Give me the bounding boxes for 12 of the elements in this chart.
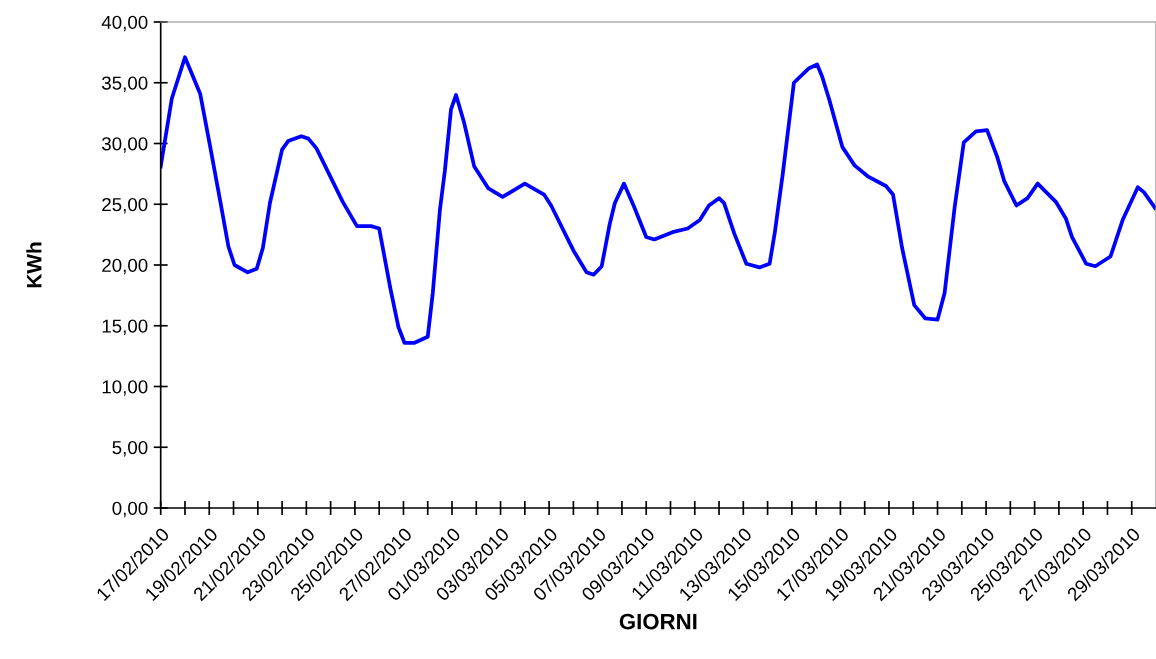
y-tick-label: 5,00 [112, 440, 148, 457]
line-series [160, 55, 1156, 345]
y-tick-label: 20,00 [102, 258, 148, 275]
y-tick-label: 0,00 [112, 501, 148, 518]
y-tick-label: 25,00 [102, 197, 148, 214]
y-tick-label: 35,00 [102, 76, 148, 92]
y-tick-label: 30,00 [102, 137, 148, 153]
y-axis-title: KWh [26, 242, 42, 288]
x-axis-title: GIORNI [619, 613, 697, 630]
y-tick-label: 40,00 [101, 15, 148, 32]
y-tick-label: 10,00 [102, 380, 148, 396]
y-tick-label: 15,00 [102, 319, 148, 335]
